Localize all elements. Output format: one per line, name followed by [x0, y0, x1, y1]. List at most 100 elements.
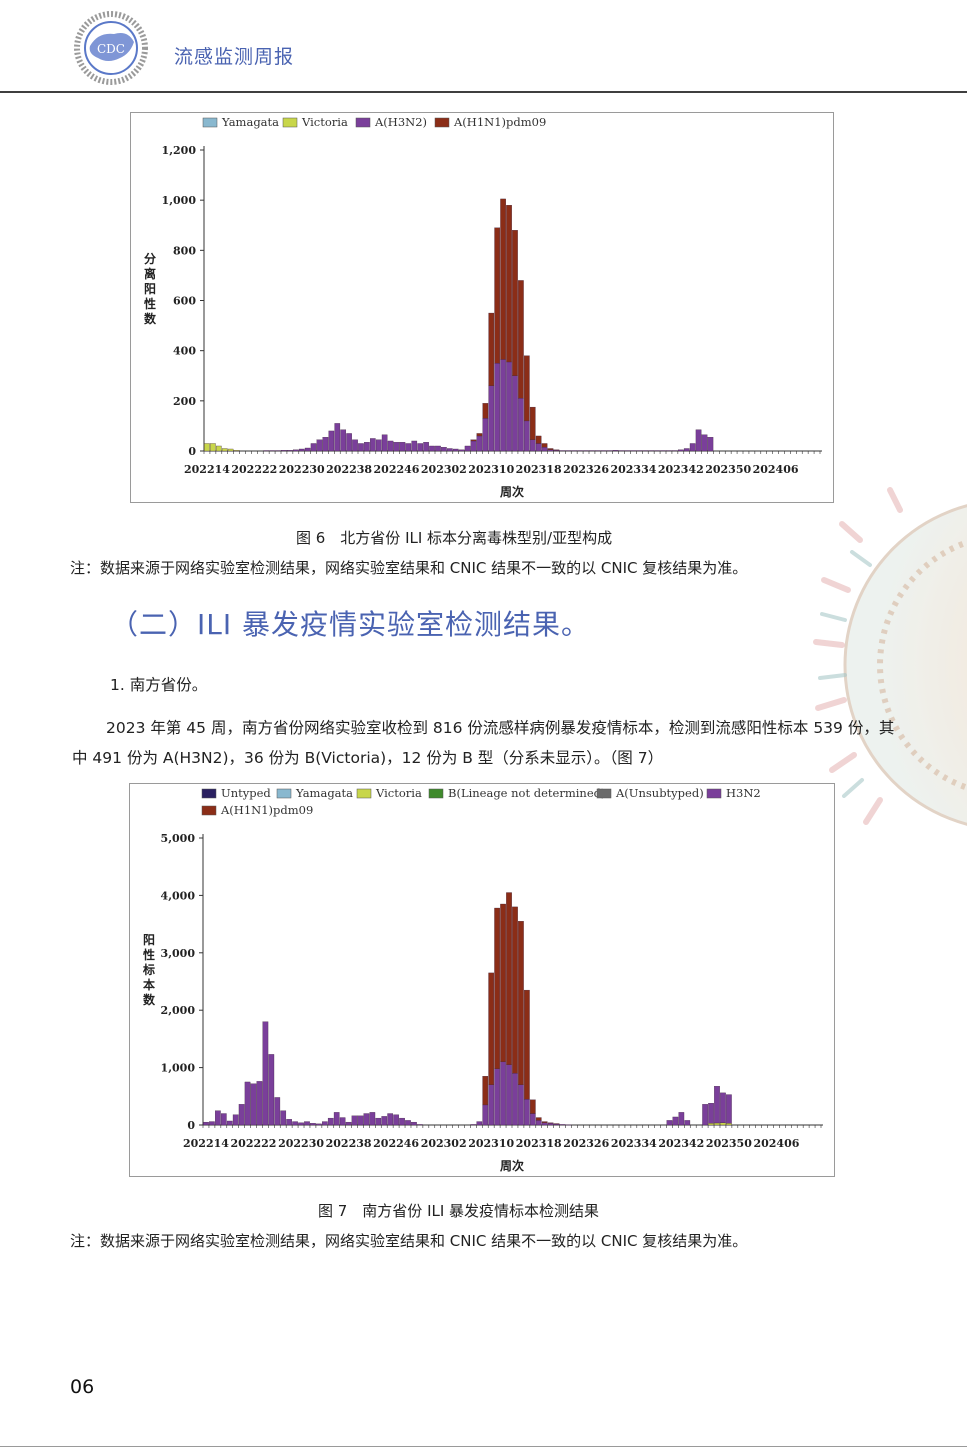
bar-h3n2-week-81	[684, 1120, 691, 1126]
bar-a-h1n1-pdm09-week-54	[523, 355, 530, 422]
bar-a-h3n2-week-67	[600, 450, 607, 452]
bar-a-h3n2-week-27	[364, 442, 370, 452]
x-axis-label: 周次	[500, 484, 524, 499]
bar-a-h1n1-pdm09-week-54	[524, 989, 530, 1100]
legend-swatch	[434, 117, 450, 128]
bar-h3n2-week-55	[529, 1113, 536, 1126]
y-tick-label: 3,000	[161, 947, 196, 960]
bar-h3n2-week-16	[298, 1122, 304, 1126]
legend-label: Yamagata	[221, 115, 279, 129]
bar-a-h3n2-week-78	[666, 450, 672, 452]
bar-h3n2-week-29	[375, 1117, 382, 1126]
list-item-southern-provinces: 1. 南方省份。	[110, 676, 208, 694]
bar-h3n2-week-57	[541, 1122, 548, 1126]
x-tick-label: 202318	[516, 463, 562, 476]
x-tick-label: 202214	[184, 463, 230, 476]
bar-a-h1n1-pdm09-week-52	[512, 230, 518, 376]
bar-h3n2-week-51	[506, 1064, 512, 1126]
y-tick-label: 1,200	[162, 144, 197, 157]
x-tick-label: 202350	[706, 1137, 752, 1150]
x-tick-label: 202302	[421, 463, 467, 476]
x-tick-label: 202326	[563, 463, 609, 476]
x-tick-label: 202318	[516, 1137, 562, 1150]
bar-h3n2-week-61	[565, 1124, 572, 1126]
bar-a-h1n1-pdm09-week-47	[482, 403, 489, 419]
bar-h3n2-week-18	[310, 1123, 316, 1126]
bar-a-h3n2-week-53	[518, 398, 524, 452]
bar-a-h1n1-pdm09-week-51	[506, 892, 512, 1065]
bar-a-h3n2-week-73	[636, 450, 643, 452]
bar-a-h3n2-week-28	[369, 438, 376, 452]
bar-a-h3n2-week-30	[381, 434, 388, 452]
bar-h3n2-week-4	[226, 1120, 233, 1126]
y-tick-label: 4,000	[161, 889, 196, 902]
bar-a-h3n2-week-17	[304, 447, 311, 452]
bar-a-h3n2-week-39	[435, 445, 441, 452]
bar-a-h3n2-week-23	[340, 429, 347, 452]
x-tick-label: 202342	[658, 463, 704, 476]
bar-a-h3n2-week-66	[595, 450, 601, 452]
bar-a-h1n1-pdm09-week-52	[512, 906, 518, 1074]
bar-victoria-week-85	[708, 1123, 714, 1126]
bar-a-h3n2-week-85	[707, 437, 714, 452]
bar-h3n2-week-50	[500, 1061, 506, 1126]
legend-label: Untyped	[221, 786, 271, 800]
bar-victoria-week-2	[215, 445, 222, 452]
legend-label: Victoria	[375, 786, 422, 800]
x-tick-label: 202326	[563, 1137, 609, 1150]
bar-a-h3n2-week-24	[346, 433, 352, 452]
bar-h3n2-week-47	[482, 1104, 489, 1126]
y-tick-label: 1,000	[162, 194, 197, 207]
bar-a-h3n2-week-57	[541, 447, 548, 452]
bar-a-h3n2-week-37	[423, 442, 429, 452]
legend-entry-b-lineage-not-determined: B(Lineage not determined)	[428, 786, 606, 800]
legend-entry-a-unsubtyped: A(Unsubtyped)	[596, 786, 704, 800]
bar-a-h3n2-week-84	[701, 434, 708, 452]
bar-a-h3n2-week-51	[506, 361, 512, 452]
bar-h3n2-week-22	[333, 1112, 340, 1126]
bar-h3n2-week-48	[488, 1084, 495, 1126]
x-tick-label: 202310	[468, 1137, 514, 1150]
bar-a-h3n2-week-60	[559, 450, 566, 452]
bar-a-h3n2-week-32	[393, 442, 400, 452]
x-axis-label: 周次	[500, 1158, 524, 1173]
bar-h3n2-week-54	[524, 1099, 530, 1126]
bar-h3n2-week-26	[357, 1115, 364, 1126]
bar-h3n2-week-19	[316, 1123, 322, 1126]
legend-entry-a-h3n2: A(H3N2)	[355, 115, 427, 129]
bar-h3n2-week-79	[672, 1116, 679, 1126]
bar-h3n2-week-34	[405, 1120, 411, 1126]
legend-swatch	[201, 788, 217, 799]
x-tick-label: 202302	[421, 1137, 467, 1150]
bar-a-h1n1-pdm09-week-57	[541, 1121, 548, 1123]
bar-a-h3n2-week-14	[287, 450, 293, 452]
bar-h3n2-week-58	[547, 1123, 554, 1126]
bar-h3n2-week-27	[363, 1113, 370, 1126]
bar-a-h3n2-week-80	[677, 449, 684, 452]
bar-a-h3n2-week-82	[689, 443, 696, 452]
bar-a-h3n2-week-47	[482, 418, 489, 452]
body-paragraph: 2023 年第 45 周，南方省份网络实验室收检到 816 份流感样病例暴发疫情…	[72, 719, 895, 767]
legend-entry-victoria: Victoria	[282, 115, 348, 129]
bar-h3n2-week-24	[345, 1121, 352, 1126]
bar-a-h3n2-week-52	[512, 375, 518, 452]
bar-a-h1n1-pdm09-week-53	[518, 921, 524, 1085]
figure6-svg: Yamagata Victoria A(H3N2) A(H1N1)pdm09 0 200 4…	[143, 115, 822, 499]
bar-a-h1n1-pdm09-week-56	[535, 435, 542, 444]
bar-a-h1n1-pdm09-week-58	[547, 448, 554, 450]
bar-a-h1n1-pdm09-week-56	[535, 1117, 542, 1121]
x-tick-label: 202238	[326, 463, 372, 476]
x-tick-label: 202406	[753, 463, 799, 476]
bar-a-h3n2-week-70	[618, 450, 625, 452]
legend-label: B(Lineage not determined)	[448, 786, 606, 800]
footer-divider	[0, 1446, 967, 1447]
bar-a-h1n1-pdm09-week-51	[506, 205, 512, 363]
bar-a-h3n2-week-54	[523, 420, 530, 452]
bar-a-h1n1-pdm09-week-58	[547, 1122, 554, 1124]
bar-a-h3n2-week-79	[672, 450, 678, 452]
bar-h3n2-week-9	[256, 1081, 263, 1126]
bar-a-h3n2-week-34	[405, 443, 412, 452]
bar-a-h3n2-week-71	[624, 450, 631, 452]
bar-h3n2-week-11	[268, 1054, 275, 1126]
bar-h3n2-week-31	[387, 1113, 394, 1126]
